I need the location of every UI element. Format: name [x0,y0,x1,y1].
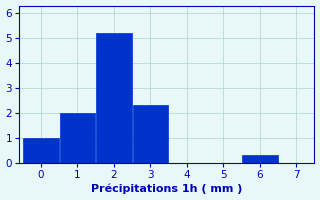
Bar [60,113,95,163]
Bar [23,138,59,163]
Bar [132,105,168,163]
Bar [242,155,278,163]
X-axis label: Précipitations 1h ( mm ): Précipitations 1h ( mm ) [91,184,243,194]
Bar [96,33,132,163]
